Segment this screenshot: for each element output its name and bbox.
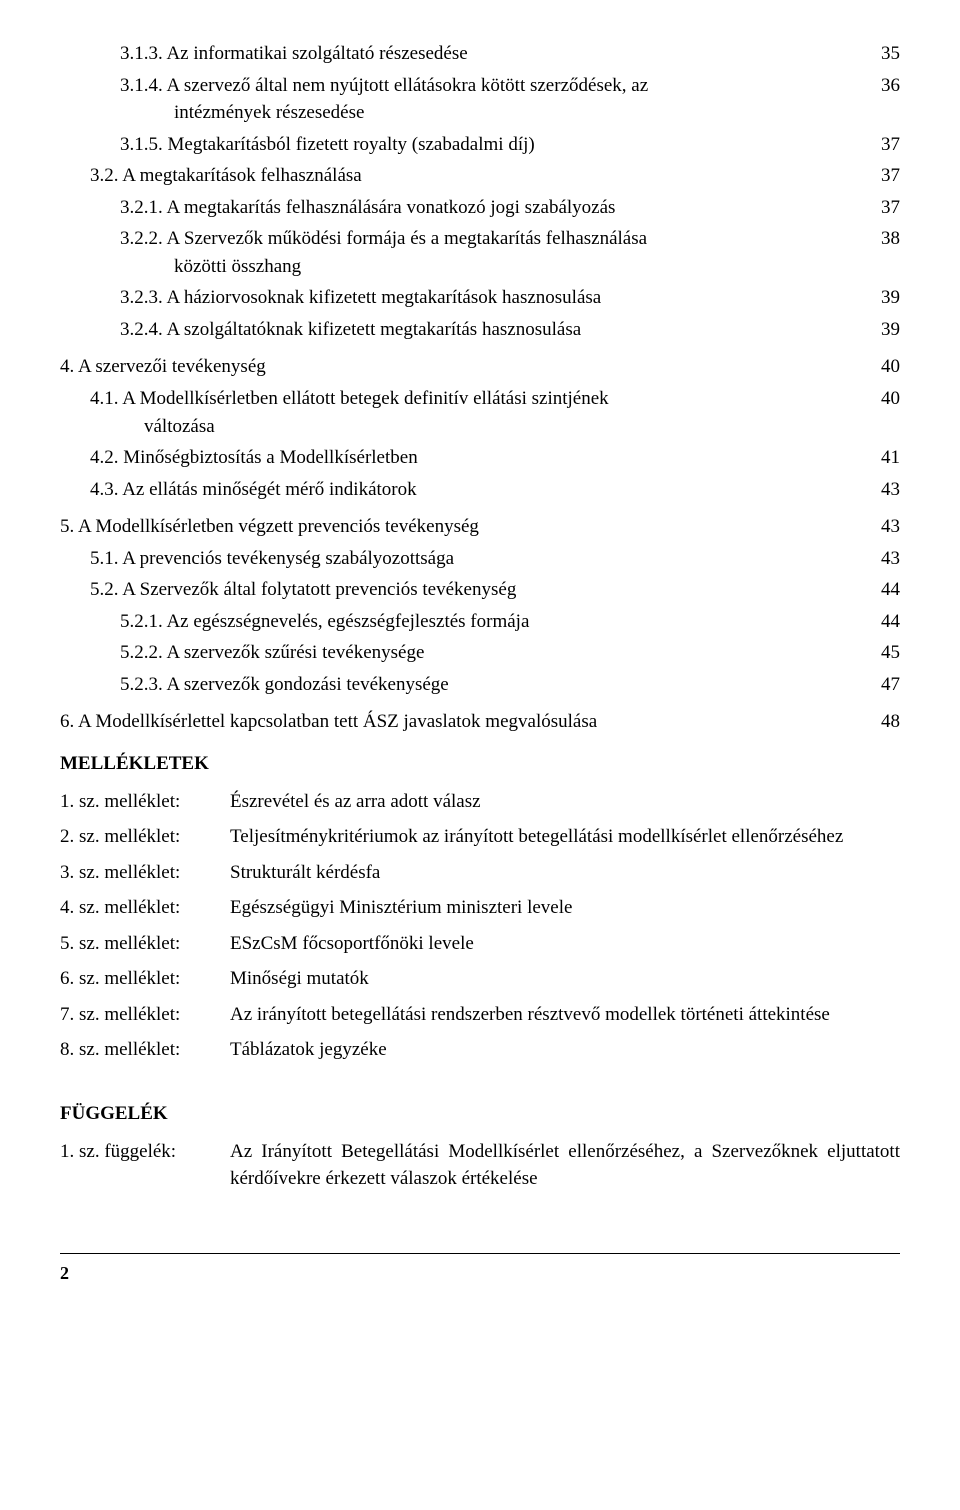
toc-page: 37 [860,162,900,190]
toc-page: 35 [860,40,900,68]
toc-label: 3.2. A megtakarítások felhasználása [60,162,860,190]
appendix-row: 8. sz. melléklet:Táblázatok jegyzéke [60,1036,900,1064]
appendix-desc: Teljesítménykritériumok az irányított be… [230,823,900,851]
appendix-row: 6. sz. melléklet:Minőségi mutatók [60,965,900,993]
toc-page: 44 [860,608,900,636]
toc-row: 3.2. A megtakarítások felhasználása37 [60,162,900,190]
toc-row: 3.2.3. A háziorvosoknak kifizetett megta… [60,284,900,312]
appendix-desc: Észrevétel és az arra adott válasz [230,788,900,816]
appendix-row: 2. sz. melléklet:Teljesítménykritériumok… [60,823,900,851]
toc-page: 48 [860,708,900,736]
toc-row: 4.2. Minőségbiztosítás a Modellkísérletb… [60,444,900,472]
toc-page: 40 [860,353,900,381]
toc-sublabel: változása [90,413,840,441]
toc-page: 41 [860,444,900,472]
toc-row: 4. A szervezői tevékenység40 [60,353,900,381]
toc-label: 5.2.3. A szervezők gondozási tevékenység… [60,671,860,699]
toc-page: 47 [860,671,900,699]
toc-label: 3.2.3. A háziorvosoknak kifizetett megta… [60,284,860,312]
appendix-desc: Az Irányított Betegellátási Modellkísérl… [230,1138,900,1193]
appendix-key: 3. sz. melléklet: [60,859,230,887]
toc-label: 4. A szervezői tevékenység [60,353,860,381]
toc-row: 5.1. A prevenciós tevékenység szabályozo… [60,545,900,573]
appendix-key: 7. sz. melléklet: [60,1001,230,1029]
toc-page: 43 [860,545,900,573]
appendix-desc: Minőségi mutatók [230,965,900,993]
appendix-row: 1. sz. melléklet:Észrevétel és az arra a… [60,788,900,816]
appendix-desc: ESzCsM főcsoportfőnöki levele [230,930,900,958]
appendix-desc: Egészségügyi Minisztérium miniszteri lev… [230,894,900,922]
appendix-key: 4. sz. melléklet: [60,894,230,922]
toc-page: 39 [860,284,900,312]
toc-row: 5.2. A Szervezők által folytatott preven… [60,576,900,604]
fuggelek-heading: FÜGGELÉK [60,1100,900,1128]
fuggelek-list: 1. sz. függelék:Az Irányított Betegellát… [60,1138,900,1193]
toc-sublabel: közötti összhang [120,253,840,281]
toc-sublabel: intézmények részesedése [120,99,840,127]
toc-row: 5.2.2. A szervezők szűrési tevékenysége4… [60,639,900,667]
appendix-row: 7. sz. melléklet:Az irányított betegellá… [60,1001,900,1029]
toc-page: 37 [860,194,900,222]
toc-row: 5.2.1. Az egészségnevelés, egészségfejle… [60,608,900,636]
table-of-contents: 3.1.3. Az informatikai szolgáltató része… [60,40,900,736]
appendix-key: 6. sz. melléklet: [60,965,230,993]
appendix-row: 1. sz. függelék:Az Irányított Betegellát… [60,1138,900,1193]
toc-row: 3.2.1. A megtakarítás felhasználására vo… [60,194,900,222]
toc-label: 3.2.2. A Szervezők működési formája és a… [60,225,860,280]
toc-label: 4.2. Minőségbiztosítás a Modellkísérletb… [60,444,860,472]
toc-label: 3.2.4. A szolgáltatóknak kifizetett megt… [60,316,860,344]
appendix-row: 5. sz. melléklet:ESzCsM főcsoportfőnöki … [60,930,900,958]
toc-page: 45 [860,639,900,667]
toc-label: 3.1.4. A szervező által nem nyújtott ell… [60,72,860,127]
toc-label: 5.2.2. A szervezők szűrési tevékenysége [60,639,860,667]
toc-label: 5.1. A prevenciós tevékenység szabályozo… [60,545,860,573]
toc-page: 37 [860,131,900,159]
toc-page: 44 [860,576,900,604]
toc-label: 6. A Modellkísérlettel kapcsolatban tett… [60,708,860,736]
toc-label: 3.1.5. Megtakarításból fizetett royalty … [60,131,860,159]
appendix-key: 1. sz. melléklet: [60,788,230,816]
toc-row: 4.1. A Modellkísérletben ellátott betege… [60,385,900,440]
toc-row: 3.1.3. Az informatikai szolgáltató része… [60,40,900,68]
toc-row: 3.1.5. Megtakarításból fizetett royalty … [60,131,900,159]
toc-label: 5. A Modellkísérletben végzett prevenció… [60,513,860,541]
mellekletek-heading: MELLÉKLETEK [60,750,900,778]
page-number: 2 [60,1263,69,1283]
appendix-key: 8. sz. melléklet: [60,1036,230,1064]
toc-row: 3.1.4. A szervező által nem nyújtott ell… [60,72,900,127]
toc-page: 36 [860,72,900,100]
appendix-key: 2. sz. melléklet: [60,823,230,851]
appendix-desc: Táblázatok jegyzéke [230,1036,900,1064]
toc-page: 43 [860,476,900,504]
toc-page: 39 [860,316,900,344]
toc-label: 3.1.3. Az informatikai szolgáltató része… [60,40,860,68]
toc-label: 3.2.1. A megtakarítás felhasználására vo… [60,194,860,222]
toc-page: 38 [860,225,900,253]
toc-row: 5.2.3. A szervezők gondozási tevékenység… [60,671,900,699]
mellekletek-list: 1. sz. melléklet:Észrevétel és az arra a… [60,788,900,1064]
appendix-row: 3. sz. melléklet:Strukturált kérdésfa [60,859,900,887]
toc-row: 3.2.4. A szolgáltatóknak kifizetett megt… [60,316,900,344]
toc-row: 3.2.2. A Szervezők működési formája és a… [60,225,900,280]
toc-label: 4.3. Az ellátás minőségét mérő indikátor… [60,476,860,504]
appendix-key: 1. sz. függelék: [60,1138,230,1166]
toc-page: 40 [860,385,900,413]
toc-row: 4.3. Az ellátás minőségét mérő indikátor… [60,476,900,504]
toc-label: 4.1. A Modellkísérletben ellátott betege… [60,385,860,440]
toc-row: 5. A Modellkísérletben végzett prevenció… [60,513,900,541]
appendix-row: 4. sz. melléklet:Egészségügyi Minisztéri… [60,894,900,922]
appendix-desc: Az irányított betegellátási rendszerben … [230,1001,900,1029]
toc-label: 5.2.1. Az egészségnevelés, egészségfejle… [60,608,860,636]
toc-page: 43 [860,513,900,541]
appendix-desc: Strukturált kérdésfa [230,859,900,887]
footer-rule: 2 [60,1253,900,1288]
toc-label: 5.2. A Szervezők által folytatott preven… [60,576,860,604]
appendix-key: 5. sz. melléklet: [60,930,230,958]
toc-row: 6. A Modellkísérlettel kapcsolatban tett… [60,708,900,736]
